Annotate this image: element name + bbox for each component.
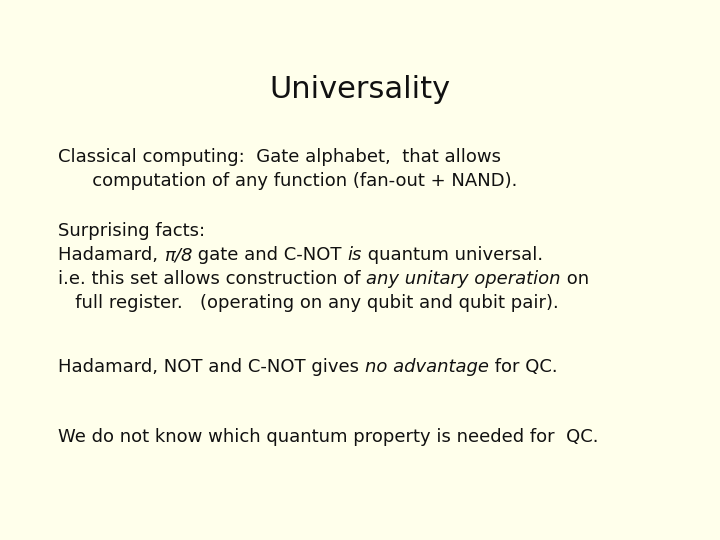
Text: i.e. this set allows construction of: i.e. this set allows construction of xyxy=(58,270,366,288)
Text: Hadamard, NOT and C-NOT gives: Hadamard, NOT and C-NOT gives xyxy=(58,358,365,376)
Text: Hadamard,: Hadamard, xyxy=(58,246,163,264)
Text: Surprising facts:: Surprising facts: xyxy=(58,222,205,240)
Text: is: is xyxy=(348,246,362,264)
Text: for QC.: for QC. xyxy=(489,358,557,376)
Text: quantum universal.: quantum universal. xyxy=(362,246,543,264)
Text: computation of any function (fan-out + NAND).: computation of any function (fan-out + N… xyxy=(75,172,518,190)
Text: We do not know which quantum property is needed for  QC.: We do not know which quantum property is… xyxy=(58,428,598,446)
Text: no advantage: no advantage xyxy=(365,358,489,376)
Text: gate and C-NOT: gate and C-NOT xyxy=(192,246,348,264)
Text: π/8: π/8 xyxy=(163,246,192,264)
Text: Universality: Universality xyxy=(269,75,451,104)
Text: any unitary operation: any unitary operation xyxy=(366,270,561,288)
Text: on: on xyxy=(561,270,589,288)
Text: Classical computing:  Gate alphabet,  that allows: Classical computing: Gate alphabet, that… xyxy=(58,148,501,166)
Text: full register.   (operating on any qubit and qubit pair).: full register. (operating on any qubit a… xyxy=(58,294,559,312)
